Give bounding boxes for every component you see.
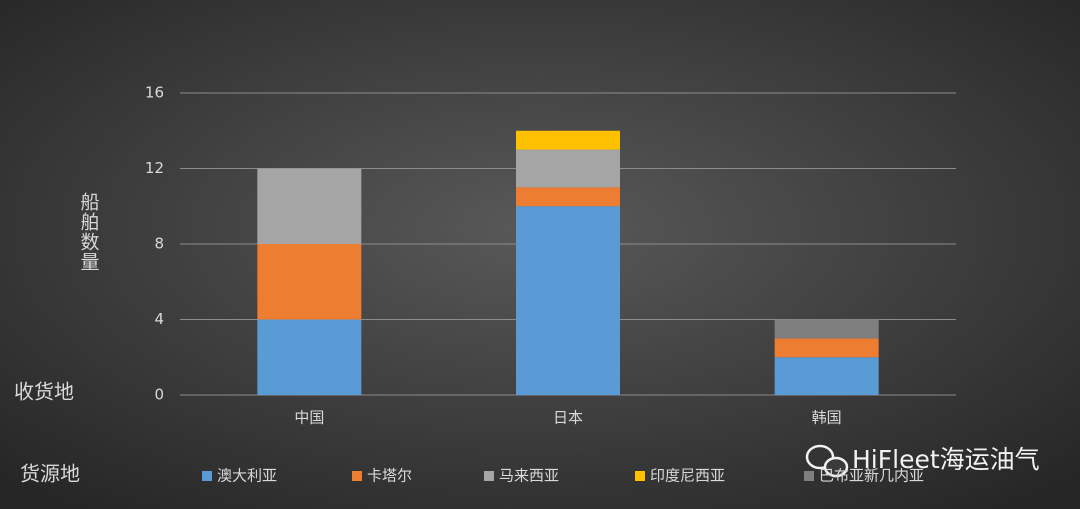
y-tick-label: 4 bbox=[154, 310, 164, 328]
legend-label: 马来西亚 bbox=[499, 467, 559, 485]
y-tick-label: 16 bbox=[145, 84, 164, 102]
x-axis-title: 收货地 bbox=[14, 380, 74, 404]
watermark-icon bbox=[805, 444, 849, 478]
bar-segment bbox=[774, 357, 879, 395]
bar-segment bbox=[774, 319, 879, 339]
x-tick-label: 中国 bbox=[294, 409, 324, 427]
bar-segment bbox=[516, 187, 620, 207]
y-tick-label: 12 bbox=[145, 159, 164, 177]
legend-swatch bbox=[484, 471, 494, 481]
bar-segment bbox=[516, 130, 620, 150]
bar-segment bbox=[516, 149, 620, 188]
watermark: HiFleet海运油气 bbox=[852, 445, 1040, 474]
bar-segment bbox=[257, 319, 362, 395]
legend-swatch bbox=[202, 471, 212, 481]
legend-label: 卡塔尔 bbox=[367, 467, 412, 485]
bar-segment bbox=[516, 206, 620, 395]
bar-segment bbox=[257, 168, 362, 244]
x-tick-label: 日本 bbox=[553, 409, 583, 427]
y-tick-label: 8 bbox=[154, 235, 164, 253]
y-tick-label: 0 bbox=[154, 386, 164, 404]
legend-swatch bbox=[804, 471, 814, 481]
x-tick-label: 韩国 bbox=[812, 409, 842, 427]
bar-segment bbox=[774, 338, 879, 358]
legend-label: 澳大利亚 bbox=[217, 467, 277, 485]
legend-label: 巴布亚新几内亚 bbox=[819, 467, 924, 485]
legend-title: 货源地 bbox=[20, 462, 80, 486]
y-axis-title: 船舶数量 bbox=[78, 192, 100, 272]
legend-swatch bbox=[352, 471, 362, 481]
bar-segment bbox=[257, 244, 362, 320]
legend-swatch bbox=[635, 471, 645, 481]
legend-label: 印度尼西亚 bbox=[650, 467, 725, 485]
